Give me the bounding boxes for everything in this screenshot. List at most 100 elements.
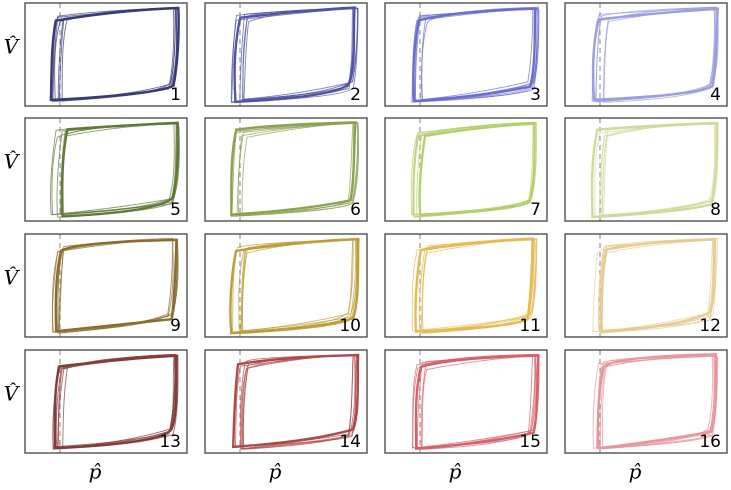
panel-frame [24,349,188,454]
panel: 8 [564,117,728,222]
loop [57,237,174,334]
panel-number: 13 [159,432,181,452]
loop [242,7,358,100]
loop [242,238,354,332]
panel: 2 [204,2,368,107]
loop [601,121,718,216]
panel: 15 [384,349,548,454]
panel: 3 [384,2,548,107]
panel: 6 [204,117,368,222]
y-axis-label: V̂ [4,266,21,290]
panel: 12 [564,233,728,338]
loop [242,8,354,101]
loop [591,7,719,101]
panel: 4 [564,2,728,107]
loop [230,8,359,103]
panel-frame [204,233,368,338]
panel-number: 12 [699,316,721,336]
x-axis-label: p̂ [449,460,462,484]
panel: 10 [204,233,368,338]
loop [238,238,360,333]
loop [52,355,175,450]
panel: 11 [384,233,548,338]
loop [598,121,717,217]
panel-number: 9 [170,316,181,336]
loop [418,237,535,332]
loop [595,6,719,103]
loop [237,123,359,215]
panel-frame [564,117,728,222]
loop [600,123,719,216]
panel-frame [24,2,188,107]
panel-frame [204,2,368,107]
panel-number: 1 [170,85,181,105]
loop [414,238,536,331]
loop [597,355,714,450]
y-axis-label: V̂ [4,150,21,174]
loop [49,6,180,102]
panel: 13 [24,349,188,454]
loop [232,239,354,333]
loop [420,238,538,334]
x-axis-label: p̂ [89,460,102,484]
panel: 1 [24,2,188,107]
panel-number: 11 [519,316,541,336]
panel-frame [24,117,188,222]
loop [57,6,177,101]
loop [54,7,175,102]
loop [51,123,180,215]
panel: 5 [24,117,188,222]
loop [243,7,355,101]
panel-number: 7 [530,200,541,220]
panel-number: 3 [530,85,541,105]
loop [421,8,534,100]
loop [412,121,535,216]
loop [598,238,714,333]
x-axis-label: p̂ [629,460,642,484]
loop [413,121,537,218]
panel-number: 15 [519,432,541,452]
panel-frame [24,233,188,338]
loop [411,7,538,103]
loop [230,121,357,216]
loop [233,6,356,104]
loop [595,355,719,449]
panel-frame [384,233,548,338]
panel-number: 10 [339,316,361,336]
loop [239,8,355,101]
loop [412,354,540,449]
loop [61,7,178,102]
loop [411,239,537,332]
loop [53,353,177,448]
loop [241,354,356,450]
loop [58,354,176,448]
panel-number: 14 [339,432,361,452]
loop [412,122,534,217]
loop [56,121,179,218]
loop [600,237,717,333]
x-axis-label: p̂ [269,460,282,484]
loop [415,353,539,450]
loop [602,7,719,101]
panel: 9 [24,233,188,338]
panel: 14 [204,349,368,454]
panel-number: 6 [350,200,361,220]
panel: 7 [384,117,548,222]
panel-frame [564,2,728,107]
panel: 16 [564,349,728,454]
panel-frame [204,117,368,222]
loop [231,7,359,103]
loop [594,123,718,217]
loop [52,7,176,101]
loop [591,8,716,103]
loop [241,122,360,217]
loop [240,239,358,333]
panel-frame [564,349,728,454]
y-axis-label: V̂ [4,382,21,406]
loop [242,354,354,450]
panel-number: 2 [350,85,361,105]
y-axis-label: V̂ [4,35,21,59]
loop [410,122,536,215]
panel-number: 4 [710,85,721,105]
loop [416,121,536,218]
